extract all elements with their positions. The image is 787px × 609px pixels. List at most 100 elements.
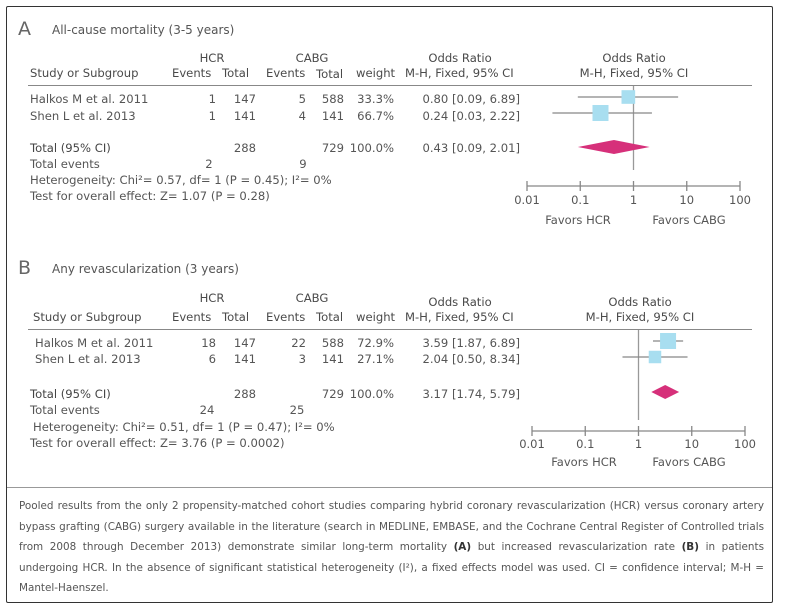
caption-divider: [7, 487, 772, 488]
panel-title: Any revascularization (3 years): [52, 262, 239, 276]
cabg-events: 4: [298, 109, 306, 123]
hcr-events: 18: [201, 336, 216, 350]
figure-caption: Pooled results from the only 2 propensit…: [19, 496, 764, 599]
study-name: Halkos M et al. 2011: [30, 92, 149, 106]
study-name: Shen L et al. 2013: [30, 109, 136, 123]
tick-label: 0.1: [576, 437, 594, 451]
tick-label: 100: [729, 193, 751, 207]
total-label: Total (95% CI): [30, 387, 111, 401]
hcr-total: 147: [233, 336, 256, 350]
plot-title-header: Odds Ratio: [602, 51, 666, 65]
total-events-label: Total events: [30, 157, 100, 171]
study-box: [621, 90, 636, 104]
hcr-total: 147: [233, 92, 256, 106]
or-method-header: M-H, Fixed, 95% CI: [405, 66, 514, 80]
hcr-events: 1: [208, 92, 216, 106]
cabg-total: 729: [321, 141, 344, 155]
cabg-total: 588: [321, 336, 344, 350]
overall-effect-text: Test for overall effect: Z= 1.07 (P = 0.…: [30, 189, 270, 203]
events-header-1: Events: [172, 66, 212, 80]
weight: 33.3%: [357, 92, 394, 106]
panel-letter: B: [18, 257, 32, 279]
tick-label: 0.1: [571, 193, 589, 207]
weight-header: weight: [356, 310, 396, 324]
hcr-total: 141: [233, 109, 256, 123]
tick-label: 1: [635, 437, 642, 451]
tick-label: 0.01: [519, 437, 545, 451]
panel-letter: A: [18, 18, 31, 40]
weight-header: weight: [356, 66, 396, 80]
cabg-total: 588: [321, 92, 344, 106]
caption-text: Pooled results from the only 2 propensit…: [19, 500, 764, 554]
events-header-2: Events: [266, 310, 306, 324]
odds-ratio: 3.17 [1.74, 5.79]: [422, 387, 520, 401]
study-box: [648, 350, 662, 364]
header-rule: [28, 85, 752, 86]
total-header-2: Total: [316, 67, 344, 81]
hcr-total: 288: [233, 387, 256, 401]
cabg-total: 729: [321, 387, 344, 401]
hcr-events: 6: [208, 352, 216, 366]
weight: 27.1%: [357, 352, 394, 366]
cabg-total: 141: [321, 109, 344, 123]
tick-label: 10: [679, 193, 694, 207]
tick-label: 10: [684, 437, 699, 451]
weight: 66.7%: [357, 109, 394, 123]
plot-title-header: Odds Ratio: [608, 295, 672, 309]
heterogeneity-text: Heterogeneity: Chi²= 0.57, df= 1 (P = 0.…: [30, 173, 332, 187]
favors-left-label: Favors HCR: [551, 455, 617, 469]
odds-ratio: 0.24 [0.03, 2.22]: [422, 109, 520, 123]
total-label: Total (95% CI): [30, 141, 111, 155]
cabg-total-events: 9: [299, 157, 307, 171]
study-name: Shen L et al. 2013: [35, 352, 141, 366]
odds-ratio: 0.43 [0.09, 2.01]: [422, 141, 520, 155]
favors-right-label: Favors CABG: [652, 213, 725, 227]
hcr-total: 288: [233, 141, 256, 155]
total-header-2: Total: [316, 310, 344, 324]
study-header: Study or Subgroup: [30, 66, 139, 80]
study-header: Study or Subgroup: [33, 310, 142, 324]
or-title-header: Odds Ratio: [428, 51, 492, 65]
summary-diamond: [577, 140, 650, 154]
figure-frame: [6, 6, 773, 603]
forest-plot: 0.01 0.1 1 10 100 Favors HCR Favors CABG: [519, 330, 756, 469]
hcr-total-events: 24: [199, 403, 215, 417]
weight: 100.0%: [349, 387, 394, 401]
tick-label: 100: [734, 437, 756, 451]
cabg-total: 141: [321, 352, 344, 366]
odds-ratio: 0.80 [0.09, 6.89]: [422, 92, 520, 106]
tick-label: 0.01: [514, 193, 540, 207]
total-header-1: Total: [222, 66, 250, 80]
study-box: [660, 333, 677, 349]
group2-header: CABG: [295, 51, 329, 65]
group1-header: HCR: [199, 51, 225, 65]
overall-effect-text: Test for overall effect: Z= 3.76 (P = 0.…: [30, 436, 285, 450]
total-events-label: Total events: [30, 403, 100, 417]
events-header-1: Events: [172, 310, 212, 324]
forest-plot: 0.01 0.1 1 10 100 Favors HCR Favors CABG: [514, 86, 751, 227]
study-box: [592, 105, 609, 121]
cabg-events: 22: [291, 336, 306, 350]
tick-label: 1: [630, 193, 637, 207]
hcr-total-events: 2: [205, 157, 213, 171]
favors-left-label: Favors HCR: [545, 213, 611, 227]
cabg-total-events: 25: [289, 403, 305, 417]
odds-ratio: 2.04 [0.50, 8.34]: [422, 352, 520, 366]
weight: 72.9%: [357, 336, 394, 350]
study-name: Halkos M et al. 2011: [35, 336, 154, 350]
hcr-events: 1: [208, 109, 216, 123]
caption-ref-b: (B): [681, 541, 699, 554]
events-header-2: Events: [266, 66, 306, 80]
group1-header: HCR: [199, 291, 225, 305]
total-header-1: Total: [222, 310, 250, 324]
summary-diamond: [651, 385, 680, 399]
cabg-events: 3: [298, 352, 306, 366]
group2-header: CABG: [295, 291, 329, 305]
caption-text: but increased revascularization rate: [471, 541, 682, 554]
plot-method-header: M-H, Fixed, 95% CI: [585, 310, 695, 324]
cabg-events: 5: [298, 92, 306, 106]
header-rule: [28, 329, 752, 330]
weight: 100.0%: [349, 141, 394, 155]
panel-title: All-cause mortality (3-5 years): [52, 23, 235, 37]
caption-ref-a: (A): [453, 541, 472, 554]
